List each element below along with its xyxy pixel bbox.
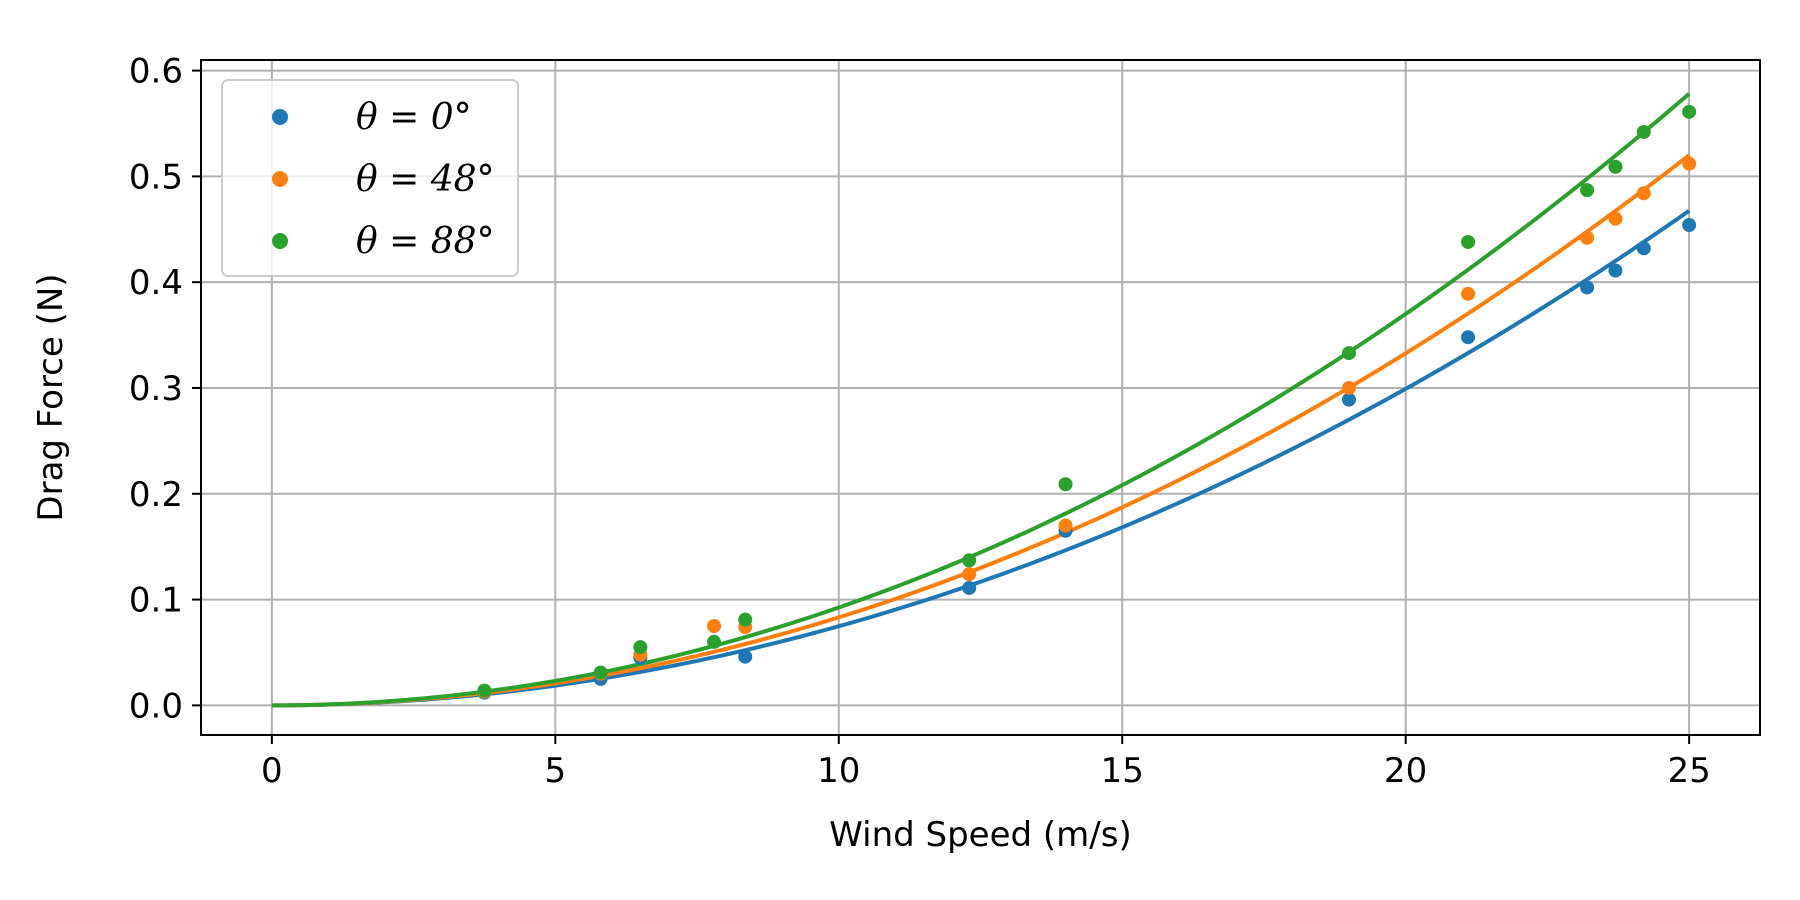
data-point-series-1 bbox=[962, 567, 977, 582]
data-point-series-1 bbox=[1341, 380, 1356, 395]
x-tick-label: 25 bbox=[1668, 751, 1711, 791]
fit-line-series-0 bbox=[271, 209, 1691, 708]
y-axis-label: Drag Force (N) bbox=[31, 273, 71, 521]
data-point-series-0 bbox=[1682, 218, 1697, 233]
data-point-series-0 bbox=[738, 649, 753, 664]
y-tick-label: 0.5 bbox=[129, 157, 183, 197]
data-point-series-2 bbox=[738, 612, 753, 627]
plot-frame bbox=[200, 59, 1761, 736]
data-point-series-2 bbox=[633, 640, 648, 655]
data-point-series-2 bbox=[1608, 159, 1623, 174]
x-tick-label: 0 bbox=[261, 751, 283, 791]
data-point-series-1 bbox=[707, 619, 722, 634]
data-point-series-2 bbox=[1682, 104, 1697, 119]
data-point-series-2 bbox=[593, 665, 608, 680]
legend-marker-series-2 bbox=[272, 233, 288, 249]
data-point-series-1 bbox=[1461, 286, 1476, 301]
data-point-series-0 bbox=[962, 580, 977, 595]
data-point-series-0 bbox=[1636, 241, 1651, 256]
data-point-series-1 bbox=[1682, 156, 1697, 171]
data-point-series-0 bbox=[1608, 263, 1623, 278]
data-point-series-2 bbox=[962, 553, 977, 568]
data-point-series-2 bbox=[1341, 346, 1356, 361]
y-tick-label: 0.6 bbox=[129, 52, 183, 92]
data-point-series-2 bbox=[707, 634, 722, 649]
data-point-series-1 bbox=[1058, 518, 1073, 533]
legend-marker-series-0 bbox=[272, 109, 288, 125]
legend-label-series-1: θ = 48° bbox=[356, 159, 495, 200]
x-axis-label: Wind Speed (m/s) bbox=[829, 815, 1131, 855]
legend-label-series-2: θ = 88° bbox=[356, 221, 495, 262]
data-point-series-0 bbox=[1580, 280, 1595, 295]
data-point-series-0 bbox=[1341, 392, 1356, 407]
x-tick-label: 10 bbox=[817, 751, 860, 791]
y-tick-label: 0.2 bbox=[129, 475, 183, 515]
data-point-series-2 bbox=[477, 683, 492, 698]
fit-line-series-2 bbox=[271, 92, 1691, 708]
data-point-series-2 bbox=[1058, 477, 1073, 492]
data-points bbox=[477, 104, 1697, 700]
data-point-series-0 bbox=[1461, 330, 1476, 345]
y-tick-label: 0.0 bbox=[129, 686, 183, 726]
data-point-series-2 bbox=[1461, 234, 1476, 249]
legend-box bbox=[221, 79, 519, 277]
y-tick-label: 0.1 bbox=[129, 581, 183, 621]
data-point-series-1 bbox=[1636, 186, 1651, 201]
data-point-series-2 bbox=[1580, 183, 1595, 198]
y-tick-label: 0.4 bbox=[129, 263, 183, 303]
ticks: 0 5 10 15 20 25 0.0 0.1 0.2 0.3 0.4 0.5 0.6 bbox=[129, 52, 1711, 791]
data-point-series-1 bbox=[1608, 211, 1623, 226]
legend-marker-series-1 bbox=[272, 171, 288, 187]
x-tick-label: 15 bbox=[1101, 751, 1144, 791]
legend: θ = 0° θ = 48° θ = 88° bbox=[221, 79, 519, 277]
fit-lines bbox=[271, 92, 1691, 708]
legend-label-series-0: θ = 0° bbox=[356, 97, 472, 138]
x-tick-label: 20 bbox=[1384, 751, 1427, 791]
data-point-series-1 bbox=[1580, 230, 1595, 245]
data-point-series-2 bbox=[1636, 124, 1651, 139]
x-tick-label: 5 bbox=[544, 751, 566, 791]
y-tick-label: 0.3 bbox=[129, 369, 183, 409]
